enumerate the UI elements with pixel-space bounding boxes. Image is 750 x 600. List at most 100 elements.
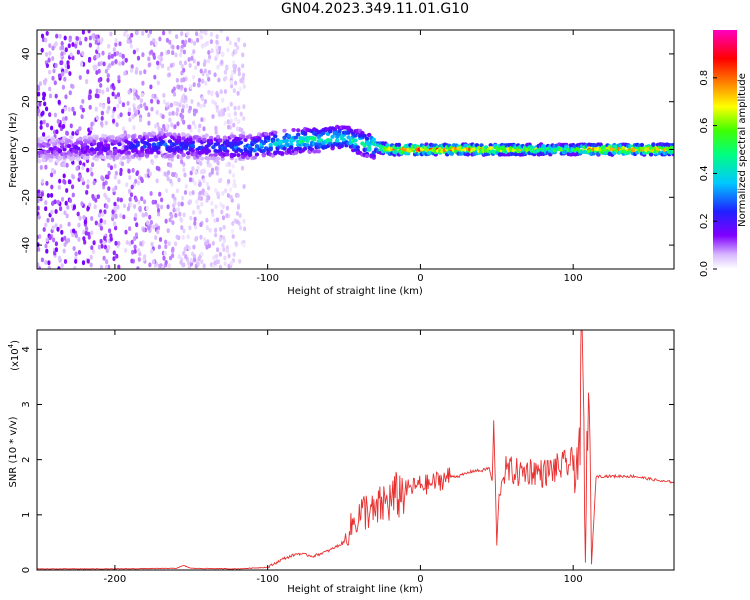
spectrogram-ridge-cell [220, 156, 225, 161]
spectrogram-noise-cell [223, 261, 227, 267]
spectrogram-noise-cell [156, 60, 160, 66]
spectrogram-noise-cell [40, 257, 45, 263]
spectrogram-ridge-cell [110, 135, 115, 140]
spectrogram-noise-cell [101, 50, 105, 56]
spectrogram-noise-cell [47, 265, 51, 269]
spectrogram-noise-cell [98, 222, 102, 228]
spectrogram-noise-cell [174, 241, 178, 247]
spectrogram-noise-cell [236, 205, 240, 210]
spectrogram-noise-cell [171, 50, 175, 56]
spectrogram-ridge-cell [364, 154, 370, 158]
spectrogram-noise-cell [114, 94, 118, 100]
spectrogram-ridge-cell [37, 159, 42, 163]
spectrogram-noise-cell [195, 199, 199, 205]
spectrogram-noise-cell [202, 102, 206, 108]
spectrogram-noise-cell [111, 91, 115, 97]
spectrogram-noise-cell [120, 161, 125, 167]
spectrogram-noise-cell [235, 219, 239, 225]
spectrogram-ridge-cell [252, 155, 257, 160]
spectrogram-noise-cell [130, 68, 134, 73]
spectrogram-noise-cell [38, 101, 42, 107]
spectrogram-ridge-cell [291, 128, 296, 132]
spectrogram-noise-cell [109, 31, 113, 37]
spectrogram-noise-cell [119, 167, 123, 173]
spectrogram-ridge-cell [671, 142, 674, 147]
spectrogram-noise-cell [78, 75, 82, 80]
spectrogram-noise-cell [41, 110, 45, 116]
spectrogram-noise-cell [116, 103, 120, 109]
spectrogram-noise-cell [99, 83, 103, 88]
spectrogram-ridge-cell [353, 138, 358, 143]
spectrogram-noise-cell [182, 67, 186, 73]
spectrogram-noise-cell [140, 92, 144, 98]
spectrogram-noise-cell [128, 107, 132, 113]
spectrogram-noise-cell [50, 125, 54, 131]
spectrogram-noise-cell [126, 39, 130, 44]
spectrogram-noise-cell [198, 181, 202, 187]
spectrogram-noise-cell [195, 31, 199, 37]
spectrogram-noise-cell [230, 83, 234, 89]
spectrogram-noise-cell [102, 240, 106, 246]
spectrogram-noise-cell [51, 201, 55, 206]
spectrogram-noise-cell [162, 255, 166, 261]
x-tick-label: -100 [256, 574, 279, 585]
colorbar-tick-label: 0.2 [699, 213, 710, 229]
spectrogram-noise-cell [181, 114, 185, 120]
spectrogram-ridge-cell [284, 138, 289, 143]
spectrogram-noise-cell [71, 232, 75, 238]
spectrogram-noise-cell [139, 98, 143, 103]
spectrogram-noise-cell [96, 45, 100, 51]
spectrogram-noise-cell [139, 176, 144, 182]
spectrogram-noise-cell [164, 239, 168, 245]
spectrogram-noise-cell [101, 89, 105, 95]
spectrogram-noise-cell [238, 225, 243, 231]
spectrogram-noise-cell [216, 92, 220, 98]
spectrogram-noise-cell [229, 101, 233, 107]
spectrogram-noise-cell [69, 52, 73, 58]
spectrogram-noise-cell [68, 198, 72, 204]
spectrogram-ridge-cell [186, 155, 191, 160]
spectrogram-ridge-cell [147, 132, 152, 136]
spectrogram-ridge-cell [199, 156, 205, 161]
spectrogram-noise-cell [174, 52, 178, 58]
spectrogram-noise-cell [160, 51, 164, 57]
spectrogram-noise-cell [46, 217, 50, 223]
spectrogram-noise-cell [188, 177, 193, 183]
spectrogram-noise-cell [51, 75, 55, 81]
spectrogram-noise-cell [90, 230, 94, 236]
spectrogram-noise-cell [107, 54, 111, 60]
spectrogram-noise-cell [117, 241, 121, 246]
y-tick-label: 20 [21, 95, 32, 108]
spectrogram-noise-cell [142, 227, 146, 233]
y-tick-label: 4 [21, 346, 32, 352]
spectrogram-noise-cell [148, 214, 152, 220]
colorbar-label: Normalized spectral amplitude [737, 73, 748, 227]
spectrogram-noise-cell [202, 178, 206, 184]
spectrogram-noise-cell [98, 102, 103, 108]
spectrogram-noise-cell [190, 56, 194, 61]
spectrogram-noise-cell [220, 59, 224, 65]
spectrogram-noise-cell [108, 63, 112, 68]
spectrogram-noise-cell [141, 80, 145, 86]
spectrogram-noise-cell [199, 103, 203, 109]
spectrogram-ridge-cell [181, 153, 186, 158]
spectrogram-noise-cell [61, 71, 65, 77]
spectrogram-noise-cell [242, 242, 246, 248]
spectrogram-noise-cell [140, 196, 144, 202]
spectrogram-noise-cell [78, 174, 82, 180]
spectrogram-marks [37, 30, 674, 269]
spectrogram-noise-cell [201, 30, 205, 35]
spectrogram-noise-cell [43, 101, 47, 107]
spectrogram-ridge-cell [135, 142, 140, 147]
spectrogram-noise-cell [84, 36, 88, 42]
spectrogram-noise-cell [168, 217, 172, 223]
spectrogram-noise-cell [130, 239, 134, 245]
spectrogram-ridge-cell [353, 133, 358, 138]
spectrogram-noise-cell [185, 103, 189, 109]
spectrogram-noise-cell [44, 77, 48, 83]
spectrogram-noise-cell [112, 118, 116, 124]
spectrogram-noise-cell [75, 166, 79, 171]
spectrogram-noise-cell [67, 221, 71, 227]
spectrogram-noise-cell [233, 68, 237, 73]
spectrogram-noise-cell [240, 127, 244, 133]
